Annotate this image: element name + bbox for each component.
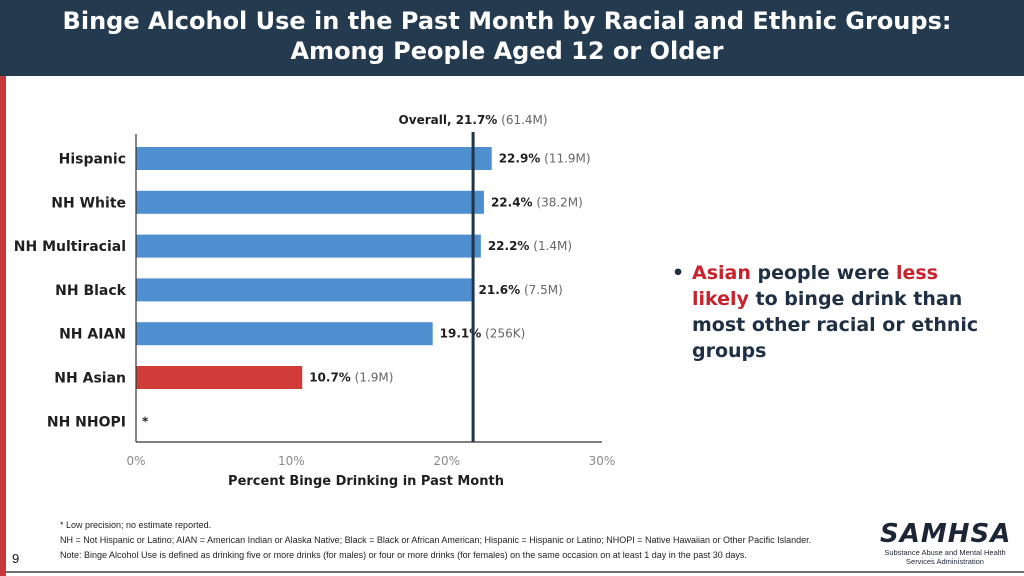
bar-nh-multiracial	[136, 234, 481, 258]
value-label-nh-white: 22.4% (38.2M)	[491, 195, 583, 209]
category-label-nh-black: NH Black	[55, 283, 127, 299]
footnote-definition: Note: Binge Alcohol Use is defined as dr…	[60, 550, 747, 560]
value-label-hispanic: 22.9% (11.9M)	[499, 152, 591, 166]
x-tick-label: 10%	[278, 454, 305, 468]
x-tick-label: 30%	[589, 454, 616, 468]
value-label-nh-black: 21.6% (7.5M)	[479, 283, 563, 297]
bar-chart: Hispanic 22.9% (11.9M) NH White 22.4% (38.2…	[14, 113, 616, 489]
logo-wordmark: SAMHSA	[880, 519, 1012, 549]
value-label-nh-nhopi: *	[142, 414, 149, 428]
page-number: 9	[12, 551, 20, 566]
category-label-nh-nhopi: NH NHOPI	[47, 414, 126, 430]
value-label-nh-asian: 10.7% (1.9M)	[309, 371, 393, 385]
value-label-nh-multiracial: 22.2% (1.4M)	[488, 239, 572, 253]
x-tick-label: 20%	[433, 454, 460, 468]
bar-nh-aian	[136, 322, 433, 346]
bar-hispanic	[136, 147, 492, 170]
category-label-nh-white: NH White	[51, 195, 126, 211]
slide-title-line1: Binge Alcohol Use in the Past Month by R…	[62, 7, 952, 35]
bottom-rule	[6, 571, 1024, 573]
bullet-text-part4: to binge drink than most other racial or…	[692, 288, 979, 362]
left-accent-stripe	[0, 76, 6, 576]
bullet-text-part2: people were	[750, 262, 896, 284]
logo-subtitle-line1: Substance Abuse and Mental Health	[884, 548, 1006, 557]
value-label-nh-aian: 19.1% (256K)	[440, 327, 526, 341]
x-axis-title: Percent Binge Drinking in Past Month	[228, 474, 504, 489]
title-bar: Binge Alcohol Use in the Past Month by R…	[0, 0, 1024, 76]
bar-nh-white	[136, 190, 484, 214]
category-label-nh-aian: NH AIAN	[59, 327, 126, 343]
samhsa-logo: SAMHSA Substance Abuse and Mental Health…	[880, 520, 1010, 566]
bar-nh-black	[136, 278, 472, 302]
footnote-precision: * Low precision; no estimate reported.	[60, 520, 212, 530]
slide-title-line2: Among People Aged 12 or Older	[290, 37, 724, 65]
x-tick-label: 0%	[126, 454, 145, 468]
category-label-nh-multiracial: NH Multiracial	[14, 239, 126, 255]
bullet-dot-icon: •	[672, 262, 685, 284]
footnote-abbreviations: NH = Not Hispanic or Latino; AIAN = Amer…	[60, 535, 812, 545]
bullet-text: Asian people were less likely to binge d…	[692, 260, 992, 364]
category-label-hispanic: Hispanic	[59, 152, 126, 168]
logo-subtitle-line2: Services Administration	[906, 557, 984, 566]
bullet-highlight-asian: Asian	[692, 262, 751, 284]
bar-nh-asian	[136, 366, 303, 389]
bullet-highlight-less-likely: less likely	[692, 262, 938, 310]
overall-reference-label: Overall, 21.7% (61.4M)	[399, 113, 548, 127]
category-label-nh-asian: NH Asian	[54, 371, 126, 387]
footnotes: * Low precision; no estimate reported. N…	[60, 518, 811, 563]
